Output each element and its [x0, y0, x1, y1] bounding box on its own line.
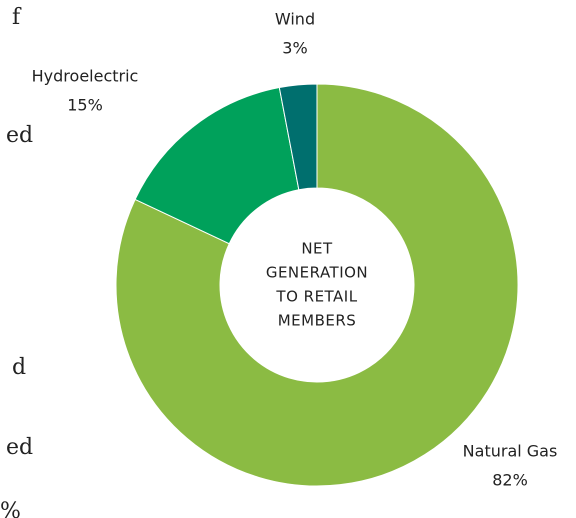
cropped-text: d — [12, 355, 26, 380]
cropped-text: ed — [6, 435, 33, 460]
center-label: TO RETAIL — [275, 288, 357, 306]
slice-label: Hydroelectric — [32, 67, 139, 86]
center-label: GENERATION — [266, 264, 368, 282]
slice-value-label: 3% — [282, 39, 307, 58]
cropped-text: ed — [6, 123, 33, 148]
donut-slice — [134, 86, 300, 245]
slice-value-label: 82% — [492, 471, 528, 490]
slice-value-label: 15% — [67, 96, 103, 115]
donut-slice — [115, 83, 519, 487]
center-label: MEMBERS — [278, 312, 357, 330]
center-label: NET — [301, 240, 333, 258]
donut-slice — [278, 83, 318, 191]
cropped-text: f — [12, 5, 22, 30]
cropped-text: % — [0, 499, 21, 518]
slice-label: Natural Gas — [463, 442, 558, 461]
slice-label: Wind — [275, 10, 315, 29]
